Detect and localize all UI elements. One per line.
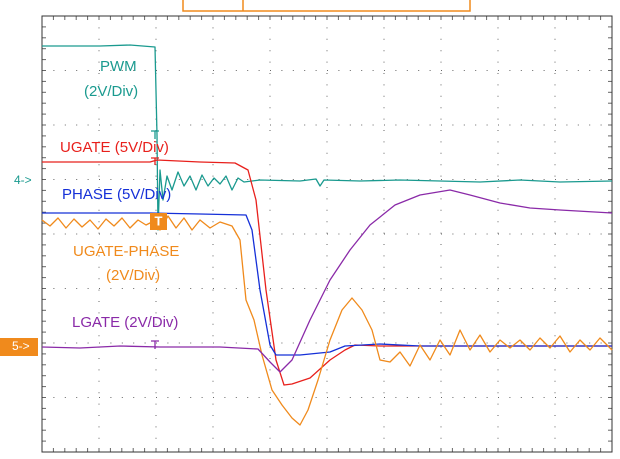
trace-label: PHASE (5V/Div) bbox=[62, 186, 171, 203]
trace-label: (2V/Div) bbox=[84, 83, 138, 100]
pwm-trace bbox=[42, 44, 613, 231]
trace-label: (2V/Div) bbox=[106, 267, 160, 284]
phase-trace bbox=[42, 212, 612, 356]
trigger-box bbox=[150, 213, 167, 230]
trace-label: PWM bbox=[100, 58, 137, 75]
ch4-marker: 4-> bbox=[14, 173, 32, 187]
grid bbox=[41, 15, 613, 453]
ugate-phase-trace bbox=[41, 215, 613, 426]
ch5-marker: 5-> bbox=[12, 339, 30, 353]
lgate-trace bbox=[41, 189, 613, 373]
trigger-ticks bbox=[151, 130, 159, 349]
trace-label: LGATE (2V/Div) bbox=[72, 314, 178, 331]
trace-label: UGATE-PHASE bbox=[73, 243, 179, 260]
record-bar bbox=[182, 0, 471, 12]
trigger-marker: T bbox=[155, 213, 163, 228]
trace-label: UGATE (5V/Div) bbox=[60, 139, 169, 156]
ch5-marker-box bbox=[0, 338, 38, 356]
ugate-trace bbox=[42, 159, 612, 386]
screen-frame bbox=[41, 15, 613, 453]
